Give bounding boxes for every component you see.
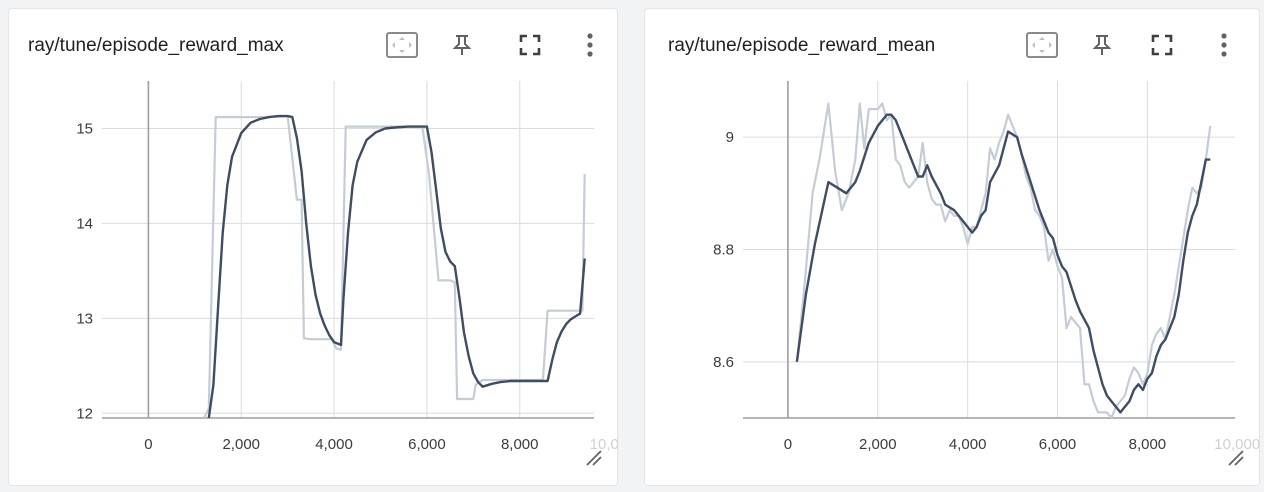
x-tick-label: 0	[144, 436, 152, 453]
chart-card-reward-mean: ray/tune/episode_reward_mean 0 2,0	[644, 8, 1260, 486]
resize-handle-icon[interactable]	[1227, 449, 1245, 467]
y-tick-label: 13	[76, 310, 93, 327]
x-tick-label: 6,000	[408, 436, 446, 453]
smoothed-series-line	[209, 116, 585, 418]
x-tick-label: 8,000	[1129, 436, 1167, 453]
resize-handle-icon[interactable]	[585, 449, 603, 467]
x-tick-label: 4,000	[315, 436, 353, 453]
y-tick-label: 15	[76, 120, 93, 137]
chart-card-reward-max: ray/tune/episode_reward_max 0 2,00	[8, 8, 618, 486]
x-tick-label: 8,000	[501, 436, 539, 453]
x-tick-label: 2,000	[222, 436, 260, 453]
raw-series-line	[204, 116, 585, 418]
y-tick-label: 12	[76, 405, 93, 422]
x-tick-label: 2,000	[859, 436, 897, 453]
y-tick-label: 14	[76, 215, 93, 232]
y-tick-label: 8.8	[713, 242, 734, 259]
y-tick-label: 9	[726, 129, 734, 146]
y-tick-label: 8.6	[713, 354, 734, 371]
x-tick-label: 0	[784, 436, 792, 453]
x-tick-label: 4,000	[949, 436, 987, 453]
x-tick-label: 6,000	[1039, 436, 1077, 453]
